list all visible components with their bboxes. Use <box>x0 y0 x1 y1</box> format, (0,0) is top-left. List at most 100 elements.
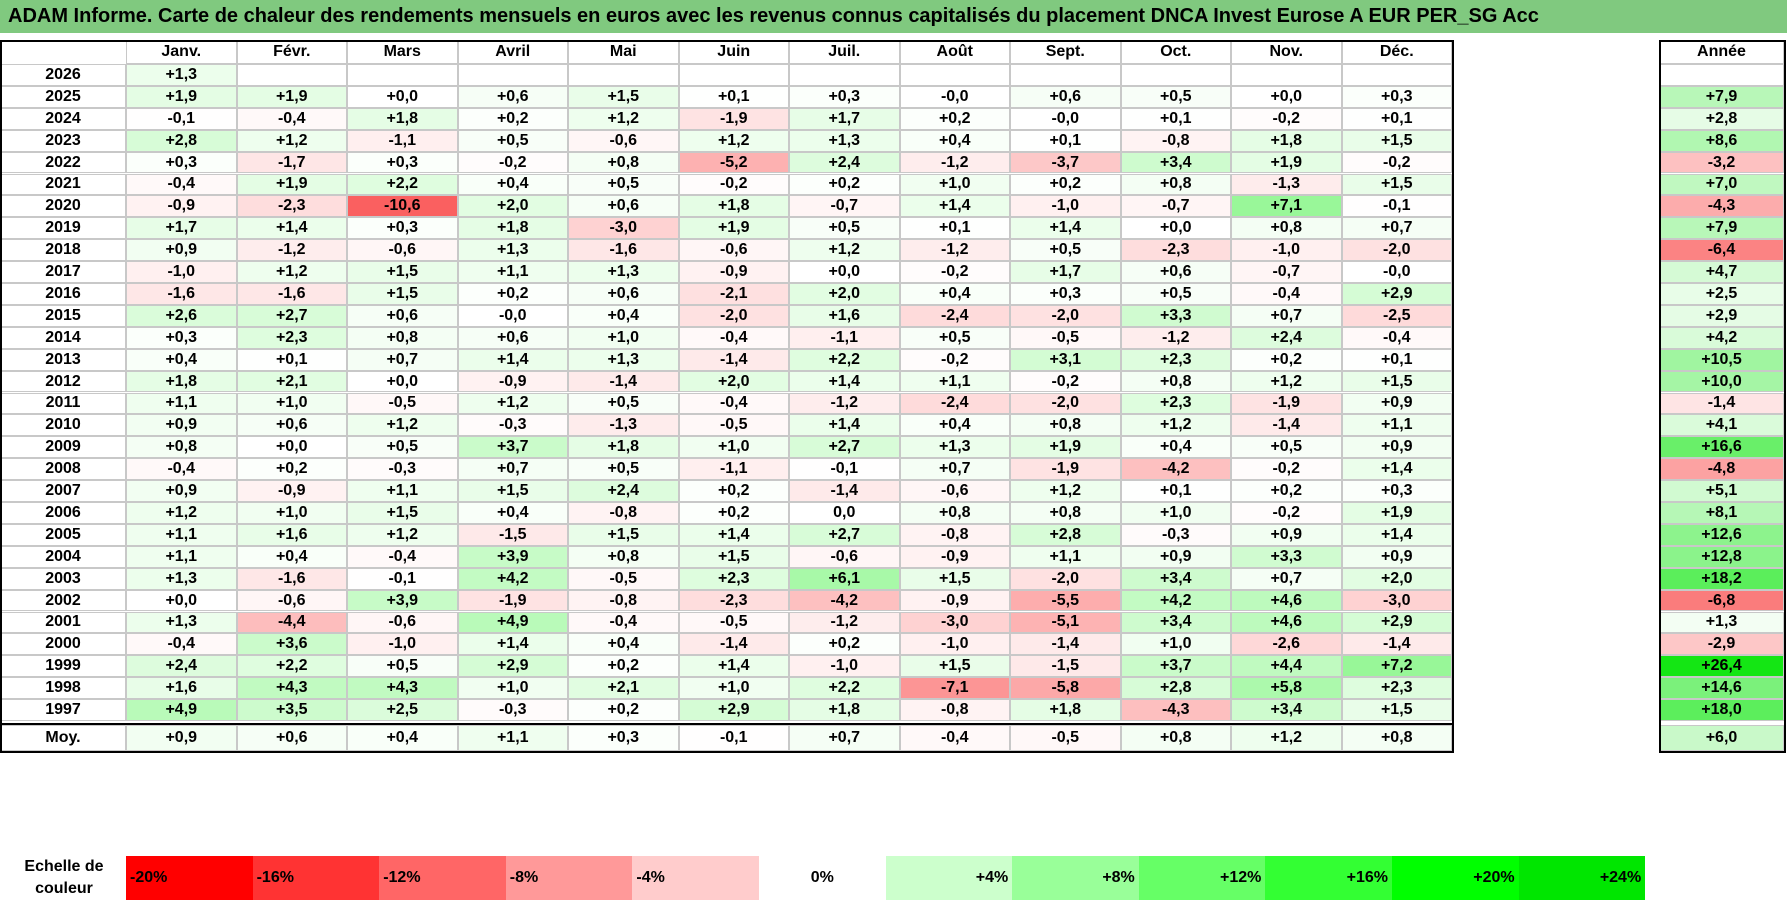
row-year-label: 1998 <box>0 677 126 700</box>
heatmap-cell: +0,3 <box>347 151 458 174</box>
annual-cell: -3,2 <box>1659 151 1784 174</box>
annual-cell: -4,3 <box>1659 195 1784 218</box>
heatmap-cell: +0,0 <box>126 589 237 612</box>
heatmap-cell: -0,5 <box>568 567 679 590</box>
annual-cell: -6,4 <box>1659 239 1784 262</box>
row-year-label: 2005 <box>0 523 126 546</box>
heatmap-cell: +2,7 <box>789 436 900 459</box>
heatmap-cell: +3,7 <box>1120 655 1231 678</box>
heatmap-cell: +1,0 <box>236 392 347 415</box>
heatmap-cell: -0,9 <box>126 195 237 218</box>
heatmap-cell: +1,0 <box>678 436 789 459</box>
heatmap-cell: +1,2 <box>678 129 789 152</box>
heatmap-cell: +1,5 <box>1341 173 1452 196</box>
heatmap-cell: +0,3 <box>1341 85 1452 108</box>
heatmap-cell: -1,5 <box>1010 655 1121 678</box>
heatmap-cell: +2,7 <box>789 523 900 546</box>
annual-cell: +4,1 <box>1659 414 1784 437</box>
heatmap-cell: +1,5 <box>457 480 568 502</box>
heatmap-cell: +0,9 <box>1341 436 1452 459</box>
heatmap-cell: +2,4 <box>1231 326 1342 349</box>
heatmap-cell: -1,0 <box>899 633 1010 656</box>
heatmap-cell: +1,7 <box>1010 261 1121 283</box>
row-year-label: 2012 <box>0 370 126 393</box>
heatmap-cell: +2,9 <box>1341 611 1452 634</box>
heatmap-cell: +1,8 <box>126 370 237 393</box>
heatmap-cell: +2,9 <box>1341 283 1452 305</box>
row-year-label: 2011 <box>0 392 126 415</box>
heatmap-cell: +1,5 <box>678 545 789 568</box>
heatmap-cell: +1,3 <box>568 348 679 371</box>
heatmap-cell: -0,2 <box>899 348 1010 371</box>
heatmap-cell: +2,8 <box>1120 677 1231 700</box>
heatmap-cell: -2,5 <box>1341 304 1452 327</box>
color-scale-step: +4% <box>885 856 1013 900</box>
heatmap-cell: +3,4 <box>1120 567 1231 590</box>
heatmap-cell: +1,9 <box>1010 436 1121 459</box>
heatmap-cell: +0,1 <box>1010 129 1121 152</box>
row-year-label: 2006 <box>0 502 126 524</box>
heatmap-cell: +4,6 <box>1231 589 1342 612</box>
heatmap-cell: -0,8 <box>568 589 679 612</box>
heatmap-cell: +0,8 <box>899 502 1010 524</box>
heatmap-cell: +0,2 <box>1010 173 1121 196</box>
heatmap-cell: -0,1 <box>347 567 458 590</box>
heatmap-cell: -1,4 <box>568 370 679 393</box>
heatmap-cell: +2,2 <box>789 348 900 371</box>
heatmap-cell: -2,6 <box>1231 633 1342 656</box>
heatmap-cell: -0,2 <box>678 173 789 196</box>
heatmap-cell: +4,3 <box>236 677 347 700</box>
heatmap-cell: +1,0 <box>678 677 789 700</box>
heatmap-cell: +0,5 <box>789 217 900 240</box>
heatmap-cell: +3,4 <box>1231 699 1342 721</box>
heatmap-cell: +1,5 <box>568 523 679 546</box>
color-scale-step: 0% <box>759 856 886 900</box>
average-cell: +0,9 <box>126 725 237 751</box>
column-header: Mars <box>347 40 458 64</box>
heatmap-cell: -0,3 <box>457 699 568 721</box>
row-year-label: 2026 <box>0 64 126 86</box>
heatmap-cell: -0,0 <box>1010 107 1121 130</box>
heatmap-cell: +2,5 <box>347 699 458 721</box>
heatmap-cell: +1,8 <box>678 195 789 218</box>
heatmap-cell: +0,1 <box>1120 107 1231 130</box>
heatmap-cell: +1,4 <box>678 523 789 546</box>
heatmap-cell: +0,9 <box>1341 392 1452 415</box>
heatmap-cell: +2,0 <box>457 195 568 218</box>
heatmap-cell: +1,1 <box>126 545 237 568</box>
heatmap-cell: +4,4 <box>1231 655 1342 678</box>
heatmap-cell: -0,1 <box>1341 195 1452 218</box>
heatmap-cell: -0,4 <box>678 392 789 415</box>
heatmap-cell: -1,2 <box>236 239 347 262</box>
heatmap-cell: +0,0 <box>789 261 900 283</box>
heatmap-cell: -1,0 <box>1010 195 1121 218</box>
heatmap-cell: -0,4 <box>236 107 347 130</box>
heatmap-cell: +1,4 <box>1341 523 1452 546</box>
heatmap-cell: +0,6 <box>236 414 347 437</box>
row-year-label: 2020 <box>0 195 126 218</box>
row-year-label: 2023 <box>0 129 126 152</box>
heatmap-cell: +0,8 <box>1120 370 1231 393</box>
heatmap-cell: +0,0 <box>1231 85 1342 108</box>
heatmap-cell <box>568 64 679 86</box>
heatmap-cell: +0,0 <box>347 85 458 108</box>
row-year-label: 2025 <box>0 85 126 108</box>
heatmap-cell: -0,9 <box>457 370 568 393</box>
annual-cell: +16,6 <box>1659 436 1784 459</box>
heatmap-cell: +1,0 <box>457 677 568 700</box>
row-year-label: 2024 <box>0 107 126 130</box>
heatmap-cell: +4,9 <box>457 611 568 634</box>
heatmap-cell: -1,6 <box>126 283 237 305</box>
average-cell: +1,2 <box>1231 725 1342 751</box>
heatmap-cell: -5,8 <box>1010 677 1121 700</box>
heatmap-cell: +0,4 <box>899 129 1010 152</box>
heatmap-cell: +2,3 <box>1120 348 1231 371</box>
heatmap-cell <box>1120 64 1231 86</box>
heatmap-cell: +0,9 <box>126 480 237 502</box>
row-year-label: 2009 <box>0 436 126 459</box>
heatmap-cell: +1,1 <box>347 480 458 502</box>
annual-cell: -2,9 <box>1659 633 1784 656</box>
heatmap-cell: +1,9 <box>236 85 347 108</box>
heatmap-cell: +1,2 <box>457 392 568 415</box>
heatmap-cell: -5,1 <box>1010 611 1121 634</box>
